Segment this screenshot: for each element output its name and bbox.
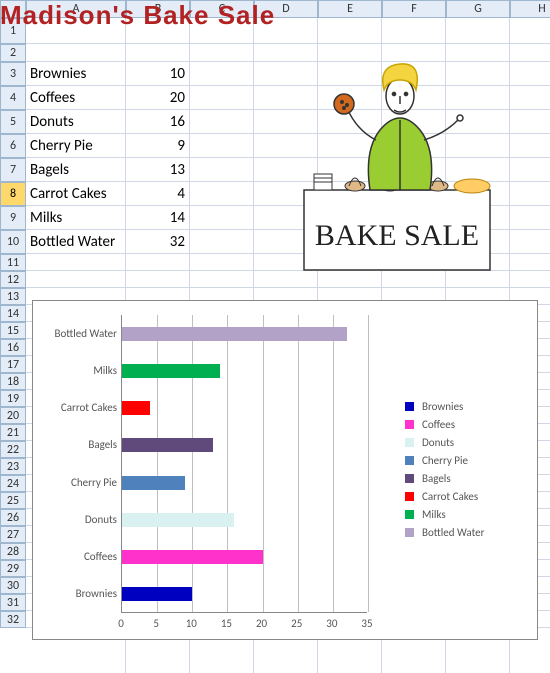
x-tick-5: 5 bbox=[146, 617, 166, 630]
row-header-4[interactable]: 4 bbox=[0, 86, 26, 110]
y-label-bagels: Bagels bbox=[37, 438, 117, 451]
cell-B5[interactable]: 16 bbox=[126, 110, 190, 134]
row-header-9[interactable]: 9 bbox=[0, 206, 26, 230]
row-header-30[interactable]: 30 bbox=[0, 577, 26, 594]
legend-item-milks: Milks bbox=[405, 508, 525, 521]
cell-A6[interactable]: Cherry Pie bbox=[26, 134, 126, 158]
cell-A10[interactable]: Bottled Water bbox=[26, 230, 126, 254]
cell-A8[interactable]: Carrot Cakes bbox=[26, 182, 126, 206]
x-tick-15: 15 bbox=[216, 617, 236, 630]
col-header-G[interactable]: G bbox=[446, 0, 510, 18]
row-header-26[interactable]: 26 bbox=[0, 509, 26, 526]
cell-B8[interactable]: 4 bbox=[126, 182, 190, 206]
y-label-donuts: Donuts bbox=[37, 513, 117, 526]
cell-A3[interactable]: Brownies bbox=[26, 62, 126, 86]
row-header-24[interactable]: 24 bbox=[0, 475, 26, 492]
bar-bottled-water bbox=[122, 327, 347, 341]
y-label-coffees: Coffees bbox=[37, 550, 117, 563]
x-tick-10: 10 bbox=[181, 617, 201, 630]
row-header-25[interactable]: 25 bbox=[0, 492, 26, 509]
row-header-7[interactable]: 7 bbox=[0, 158, 26, 182]
legend-item-bottled-water: Bottled Water bbox=[405, 526, 525, 539]
x-tick-25: 25 bbox=[287, 617, 307, 630]
bar-milks bbox=[122, 364, 220, 378]
cell-A9[interactable]: Milks bbox=[26, 206, 126, 230]
bar-donuts bbox=[122, 513, 234, 527]
legend-item-carrot-cakes: Carrot Cakes bbox=[405, 490, 525, 503]
row-header-19[interactable]: 19 bbox=[0, 390, 26, 407]
y-label-carrot-cakes: Carrot Cakes bbox=[37, 401, 117, 414]
y-label-cherry-pie: Cherry Pie bbox=[37, 476, 117, 489]
legend-item-bagels: Bagels bbox=[405, 472, 525, 485]
row-header-11[interactable]: 11 bbox=[0, 254, 26, 271]
cell-B10[interactable]: 32 bbox=[126, 230, 190, 254]
row-header-28[interactable]: 28 bbox=[0, 543, 26, 560]
bar-bagels bbox=[122, 438, 213, 452]
bar-brownies bbox=[122, 587, 192, 601]
row-header-22[interactable]: 22 bbox=[0, 441, 26, 458]
row-header-21[interactable]: 21 bbox=[0, 424, 26, 441]
x-tick-0: 0 bbox=[111, 617, 131, 630]
cell-B3[interactable]: 10 bbox=[126, 62, 190, 86]
cell-A5[interactable]: Donuts bbox=[26, 110, 126, 134]
row-header-2[interactable]: 2 bbox=[0, 44, 26, 62]
row-header-12[interactable]: 12 bbox=[0, 271, 26, 288]
row-header-17[interactable]: 17 bbox=[0, 356, 26, 373]
row-header-20[interactable]: 20 bbox=[0, 407, 26, 424]
row-header-16[interactable]: 16 bbox=[0, 339, 26, 356]
spreadsheet: ABCDEFGH 1234567891011121314151617181920… bbox=[0, 0, 550, 673]
cell-B9[interactable]: 14 bbox=[126, 206, 190, 230]
row-header-5[interactable]: 5 bbox=[0, 110, 26, 134]
row-header-32[interactable]: 32 bbox=[0, 611, 26, 628]
row-header-31[interactable]: 31 bbox=[0, 594, 26, 611]
cell-A4[interactable]: Coffees bbox=[26, 86, 126, 110]
row-header-23[interactable]: 23 bbox=[0, 458, 26, 475]
bar-carrot-cakes bbox=[122, 401, 150, 415]
x-tick-35: 35 bbox=[357, 617, 377, 630]
row-header-18[interactable]: 18 bbox=[0, 373, 26, 390]
y-label-milks: Milks bbox=[37, 364, 117, 377]
row-header-3[interactable]: 3 bbox=[0, 62, 26, 86]
row-header-8[interactable]: 8 bbox=[0, 182, 26, 206]
legend-item-cherry-pie: Cherry Pie bbox=[405, 454, 525, 467]
row-header-27[interactable]: 27 bbox=[0, 526, 26, 543]
cell-B6[interactable]: 9 bbox=[126, 134, 190, 158]
legend-item-donuts: Donuts bbox=[405, 436, 525, 449]
page-title: Madison's Bake Sale bbox=[0, 0, 275, 31]
row-header-14[interactable]: 14 bbox=[0, 305, 26, 322]
bar-coffees bbox=[122, 550, 263, 564]
row-header-15[interactable]: 15 bbox=[0, 322, 26, 339]
sketch-caption: BAKE SALE bbox=[315, 219, 479, 252]
col-header-H[interactable]: H bbox=[510, 0, 550, 18]
x-tick-20: 20 bbox=[252, 617, 272, 630]
legend-item-brownies: Brownies bbox=[405, 400, 525, 413]
row-header-29[interactable]: 29 bbox=[0, 560, 26, 577]
y-label-brownies: Brownies bbox=[37, 587, 117, 600]
row-header-13[interactable]: 13 bbox=[0, 288, 26, 305]
row-header-10[interactable]: 10 bbox=[0, 230, 26, 254]
row-header-6[interactable]: 6 bbox=[0, 134, 26, 158]
cell-B4[interactable]: 20 bbox=[126, 86, 190, 110]
bake-sale-illustration: BAKE SALE bbox=[300, 60, 494, 282]
chart-plot-area bbox=[121, 315, 367, 613]
col-header-F[interactable]: F bbox=[382, 0, 446, 18]
x-tick-30: 30 bbox=[322, 617, 342, 630]
cell-B7[interactable]: 13 bbox=[126, 158, 190, 182]
col-header-E[interactable]: E bbox=[318, 0, 382, 18]
chart-container[interactable]: Bottled Water Milks Carrot Cakes Bagels Cher… bbox=[32, 300, 538, 640]
bar-cherry-pie bbox=[122, 476, 185, 490]
y-label-bottled-water: Bottled Water bbox=[37, 327, 117, 340]
cell-A7[interactable]: Bagels bbox=[26, 158, 126, 182]
chart-legend: Brownies Coffees Donuts Cherry Pie Bagels Car… bbox=[405, 395, 525, 544]
legend-item-coffees: Coffees bbox=[405, 418, 525, 431]
